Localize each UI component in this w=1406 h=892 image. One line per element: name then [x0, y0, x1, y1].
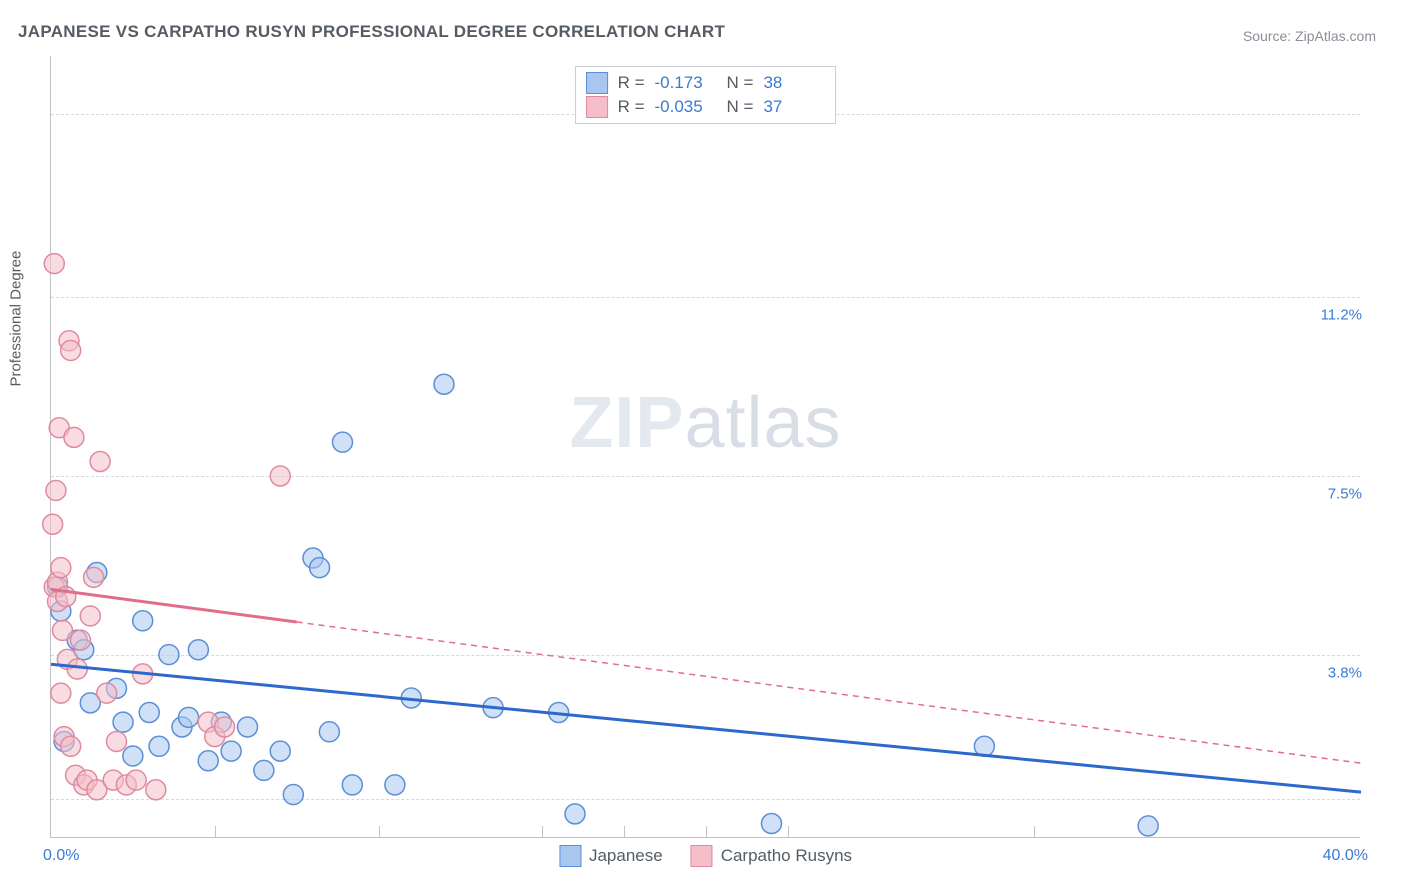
legend-stats-box: R = -0.173 N = 38 R = -0.035 N = 37: [575, 66, 837, 124]
legend-stats-row: R = -0.035 N = 37: [586, 95, 826, 119]
data-point: [84, 567, 104, 587]
data-point: [198, 751, 218, 771]
data-point: [385, 775, 405, 795]
data-point: [342, 775, 362, 795]
stat-val-n-japanese: 38: [763, 73, 825, 93]
data-point: [139, 702, 159, 722]
data-point: [46, 480, 66, 500]
y-axis-label: Professional Degree: [8, 251, 25, 387]
trend-lines: [51, 589, 1361, 792]
stat-val-r-japanese: -0.173: [655, 73, 717, 93]
legend-swatch-carpatho: [691, 845, 713, 867]
data-point: [1138, 816, 1158, 836]
stat-val-r-carpatho: -0.035: [655, 97, 717, 117]
data-point: [64, 427, 84, 447]
chart-title: JAPANESE VS CARPATHO RUSYN PROFESSIONAL …: [18, 22, 725, 42]
data-point: [51, 683, 71, 703]
plot-svg: [51, 56, 1360, 837]
data-point: [254, 760, 274, 780]
data-point: [215, 717, 235, 737]
stat-label-r: R =: [618, 97, 645, 117]
data-point: [70, 630, 90, 650]
data-point: [61, 340, 81, 360]
legend-swatch-japanese: [586, 72, 608, 94]
data-point: [238, 717, 258, 737]
legend-item-japanese: Japanese: [559, 845, 663, 867]
data-point: [107, 731, 127, 751]
chart-source: Source: ZipAtlas.com: [1243, 28, 1376, 44]
data-point: [434, 374, 454, 394]
data-point: [283, 785, 303, 805]
data-point: [44, 254, 64, 274]
data-point: [221, 741, 241, 761]
data-point: [146, 780, 166, 800]
data-point: [159, 645, 179, 665]
data-point: [762, 814, 782, 834]
legend-label: Carpatho Rusyns: [721, 846, 852, 866]
trend-line: [297, 622, 1361, 763]
scatter-points: [43, 254, 1158, 836]
data-point: [80, 606, 100, 626]
legend-label: Japanese: [589, 846, 663, 866]
chart-container: JAPANESE VS CARPATHO RUSYN PROFESSIONAL …: [0, 0, 1406, 892]
legend-swatch-japanese: [559, 845, 581, 867]
x-tick-label-max: 40.0%: [1323, 847, 1368, 865]
stat-val-n-carpatho: 37: [763, 97, 825, 117]
data-point: [67, 659, 87, 679]
data-point: [126, 770, 146, 790]
stat-label-n: N =: [727, 97, 754, 117]
data-point: [270, 741, 290, 761]
legend-stats-row: R = -0.173 N = 38: [586, 71, 826, 95]
legend-item-carpatho: Carpatho Rusyns: [691, 845, 852, 867]
data-point: [179, 707, 199, 727]
data-point: [270, 466, 290, 486]
data-point: [565, 804, 585, 824]
data-point: [310, 558, 330, 578]
data-point: [133, 611, 153, 631]
data-point: [51, 558, 71, 578]
data-point: [319, 722, 339, 742]
data-point: [123, 746, 143, 766]
data-point: [97, 683, 117, 703]
data-point: [52, 620, 72, 640]
plot-area: ZIPatlas 3.8%7.5%11.2% R = -0.173 N = 38…: [50, 56, 1360, 838]
data-point: [61, 736, 81, 756]
stat-label-r: R =: [618, 73, 645, 93]
stat-label-n: N =: [727, 73, 754, 93]
data-point: [149, 736, 169, 756]
data-point: [188, 640, 208, 660]
data-point: [332, 432, 352, 452]
legend-bottom: Japanese Carpatho Rusyns: [559, 845, 852, 867]
x-tick-label-min: 0.0%: [43, 847, 79, 865]
data-point: [113, 712, 133, 732]
data-point: [43, 514, 63, 534]
data-point: [90, 451, 110, 471]
legend-swatch-carpatho: [586, 96, 608, 118]
